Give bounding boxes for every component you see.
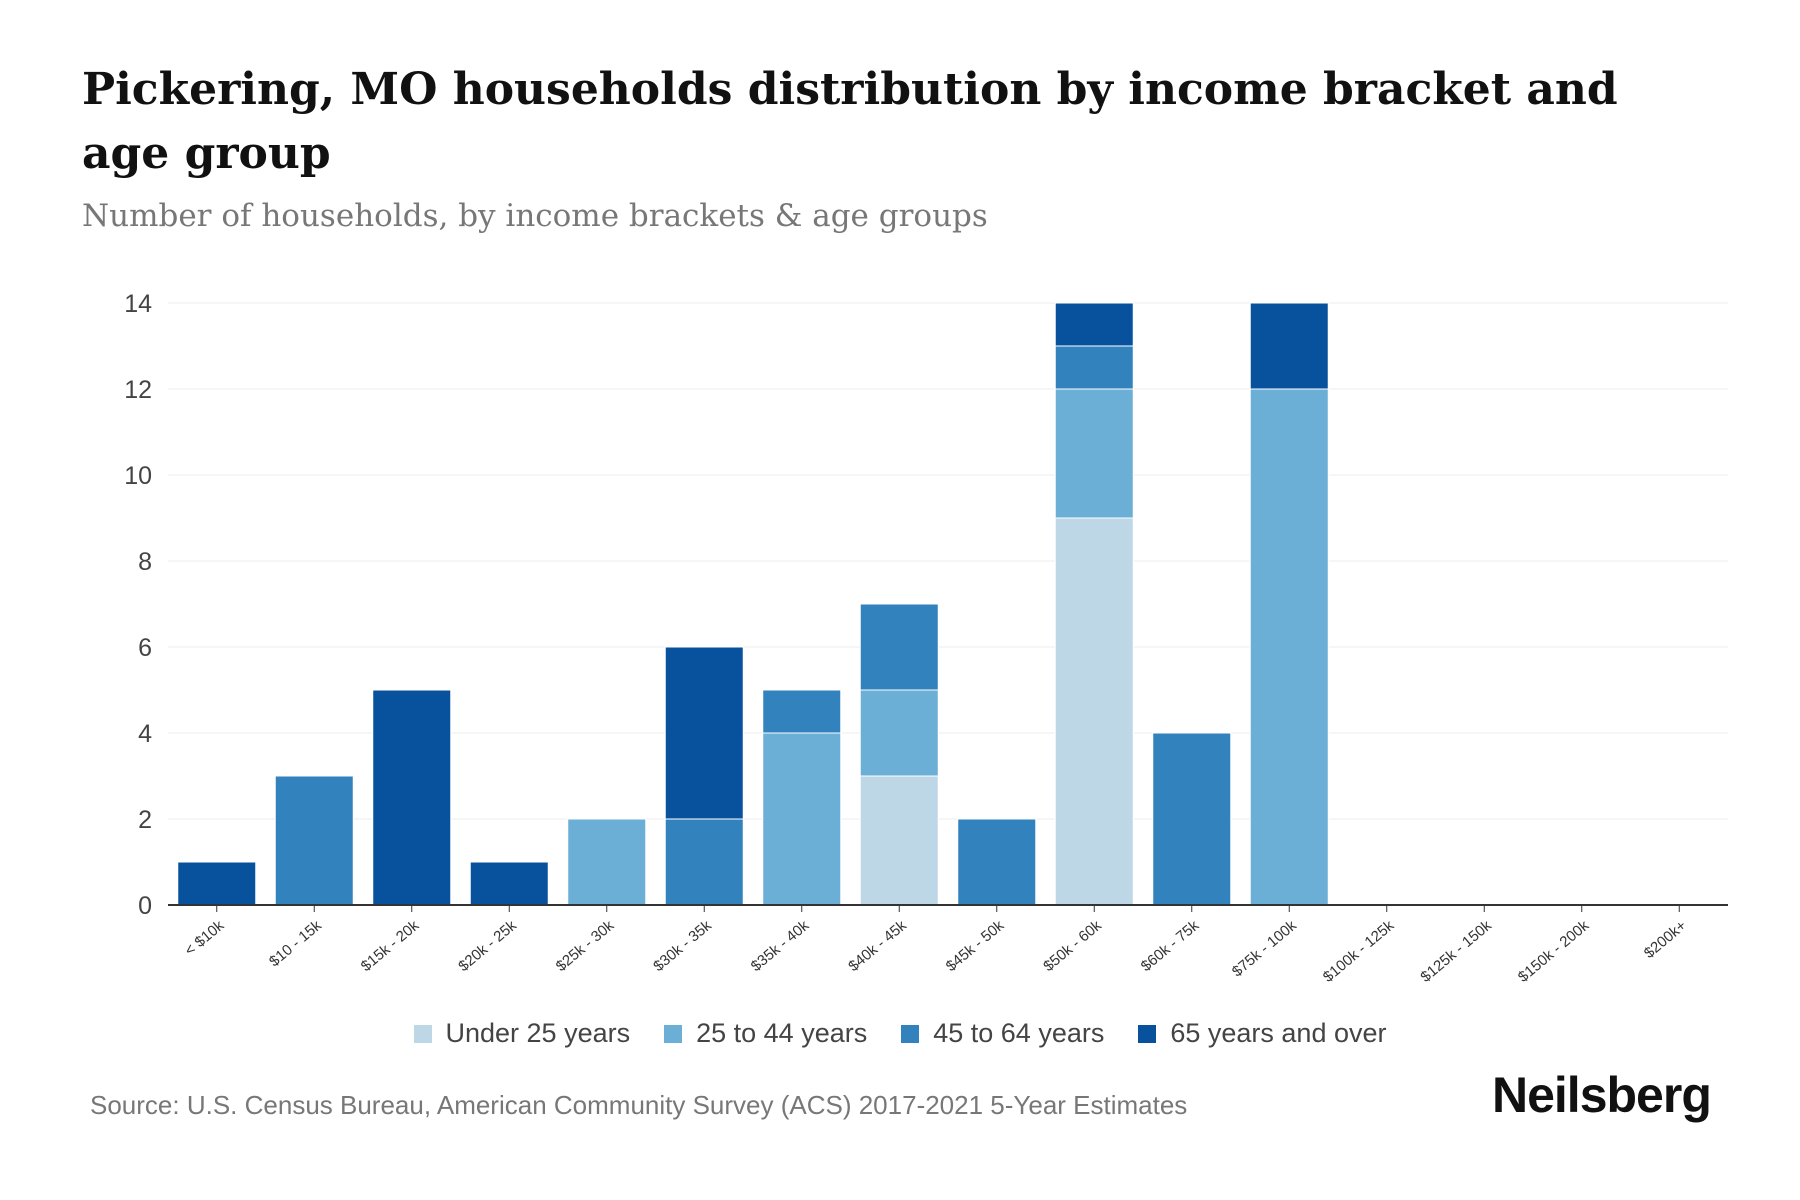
x-tick-label: $10 - 15k xyxy=(266,917,325,971)
legend-swatch xyxy=(413,1024,432,1043)
x-tick-label: $15k - 20k xyxy=(358,917,423,975)
x-tick-label: $125k - 150k xyxy=(1417,917,1495,986)
x-tick-label: $45k - 50k xyxy=(943,917,1008,975)
bar-segment xyxy=(1054,302,1134,347)
bar-segment xyxy=(1249,302,1329,390)
bar-segment xyxy=(859,603,939,691)
bar-segment xyxy=(957,818,1037,906)
y-tick-label: 12 xyxy=(124,376,152,404)
x-tick-label: $25k - 30k xyxy=(553,917,618,975)
legend: Under 25 years 25 to 44 years 45 to 64 yea… xyxy=(0,1018,1800,1049)
source-note: Source: U.S. Census Bureau, American Com… xyxy=(90,1090,1188,1120)
x-tick-label: $30k - 35k xyxy=(650,917,715,975)
bar-segment xyxy=(177,861,257,906)
bar-segment xyxy=(1054,388,1134,519)
x-tick-label: $35k - 40k xyxy=(748,917,813,975)
legend-item: 25 to 44 years xyxy=(664,1018,867,1049)
legend-item: 65 years and over xyxy=(1138,1018,1387,1049)
legend-item: 45 to 64 years xyxy=(901,1018,1104,1049)
bar-segment xyxy=(762,732,842,906)
bar-segment xyxy=(1054,345,1134,390)
legend-swatch xyxy=(901,1024,920,1043)
legend-label: 45 to 64 years xyxy=(933,1018,1105,1048)
chart-title: Pickering, MO households distribution by… xyxy=(82,64,1618,179)
bar-segment xyxy=(762,689,842,734)
x-tick-label: $200k+ xyxy=(1641,917,1690,962)
legend-item: Under 25 years xyxy=(413,1018,631,1049)
bar-segment xyxy=(1152,732,1232,906)
bar-segment xyxy=(567,818,647,906)
neilsberg-logo: Neilsberg xyxy=(1492,1067,1712,1123)
x-tick-label: $100k - 125k xyxy=(1320,917,1398,986)
x-tick-label: $50k - 60k xyxy=(1040,917,1105,975)
x-tick-label: $20k - 25k xyxy=(455,917,520,975)
y-tick-label: 10 xyxy=(124,462,152,490)
y-tick-label: 8 xyxy=(138,548,152,576)
bar-segment xyxy=(1054,517,1134,906)
bar-segment xyxy=(274,775,354,906)
legend-swatch xyxy=(1138,1024,1157,1043)
bar-segment xyxy=(664,646,744,820)
bar-segment xyxy=(1249,388,1329,906)
legend-swatch xyxy=(664,1024,683,1043)
legend-label: Under 25 years xyxy=(445,1018,631,1048)
bar-segment xyxy=(372,689,452,906)
x-tick-label: < $10k xyxy=(182,917,228,960)
legend-label: 25 to 44 years xyxy=(696,1018,868,1048)
x-tick-label: $150k - 200k xyxy=(1515,917,1593,986)
bar-segment xyxy=(859,775,939,906)
legend-label: 65 years and over xyxy=(1170,1018,1387,1048)
bar-segment xyxy=(469,861,549,906)
y-tick-label: 14 xyxy=(124,290,152,318)
bar-segment xyxy=(664,818,744,906)
x-tick-label: $75k - 100k xyxy=(1229,917,1300,981)
x-tick-label: $60k - 75k xyxy=(1138,917,1203,975)
y-tick-label: 6 xyxy=(138,634,152,662)
y-tick-label: 4 xyxy=(138,720,152,748)
x-tick-label: $40k - 45k xyxy=(845,917,910,975)
bar-segment xyxy=(859,689,939,777)
chart-subtitle: Number of households, by income brackets… xyxy=(82,198,988,234)
y-tick-label: 2 xyxy=(138,806,152,834)
y-tick-label: 0 xyxy=(138,892,152,920)
